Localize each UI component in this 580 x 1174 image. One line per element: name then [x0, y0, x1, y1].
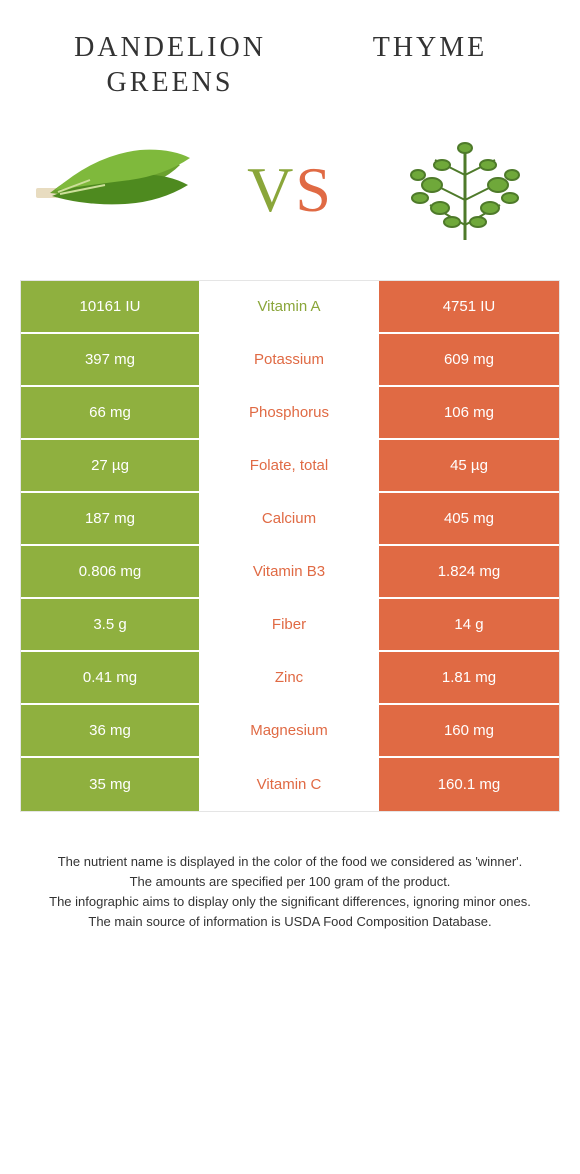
- vs-s: S: [295, 154, 333, 225]
- footer-note-line: The nutrient name is displayed in the co…: [30, 852, 550, 872]
- nutrient-label-cell: Phosphorus: [201, 387, 379, 438]
- nutrient-label: Folate, total: [250, 457, 328, 474]
- food-title-right: THYME: [330, 30, 530, 100]
- left-value-cell: 0.41 mg: [21, 652, 201, 703]
- nutrient-label: Phosphorus: [249, 404, 329, 421]
- right-value-cell: 160 mg: [379, 705, 559, 756]
- right-value-cell: 160.1 mg: [379, 758, 559, 811]
- table-row: 27 µg Folate, total 45 µg: [21, 440, 559, 493]
- header-titles: DANDELION GREENS THYME: [0, 0, 580, 120]
- table-row: 0.41 mg Zinc 1.81 mg: [21, 652, 559, 705]
- left-value-cell: 66 mg: [21, 387, 201, 438]
- nutrient-label: Magnesium: [250, 722, 328, 739]
- table-row: 10161 IU Vitamin A 4751 IU: [21, 281, 559, 334]
- left-value-cell: 187 mg: [21, 493, 201, 544]
- hero-row: VS: [0, 120, 580, 280]
- nutrient-label-cell: Folate, total: [201, 440, 379, 491]
- right-value-cell: 106 mg: [379, 387, 559, 438]
- footer-note-line: The amounts are specified per 100 gram o…: [30, 872, 550, 892]
- left-value-cell: 36 mg: [21, 705, 201, 756]
- vs-label: VS: [247, 153, 333, 227]
- left-value-cell: 3.5 g: [21, 599, 201, 650]
- nutrient-label: Fiber: [272, 616, 306, 633]
- right-value-cell: 609 mg: [379, 334, 559, 385]
- footer-note-line: The infographic aims to display only the…: [30, 892, 550, 912]
- nutrient-label: Potassium: [254, 351, 324, 368]
- left-value-cell: 27 µg: [21, 440, 201, 491]
- comparison-table: 10161 IU Vitamin A 4751 IU 397 mg Potassium 6…: [20, 280, 560, 812]
- nutrient-label: Vitamin B3: [253, 563, 325, 580]
- left-value-cell: 10161 IU: [21, 281, 201, 332]
- nutrient-label-cell: Potassium: [201, 334, 379, 385]
- vs-v: V: [247, 154, 295, 225]
- table-row: 35 mg Vitamin C 160.1 mg: [21, 758, 559, 811]
- footer-notes: The nutrient name is displayed in the co…: [0, 812, 580, 933]
- nutrient-label: Vitamin C: [257, 776, 322, 793]
- table-row: 3.5 g Fiber 14 g: [21, 599, 559, 652]
- left-value-cell: 35 mg: [21, 758, 201, 811]
- infographic-container: DANDELION GREENS THYME VS: [0, 0, 580, 933]
- nutrient-label-cell: Vitamin A: [201, 281, 379, 332]
- right-value-cell: 405 mg: [379, 493, 559, 544]
- right-value-cell: 14 g: [379, 599, 559, 650]
- nutrient-label-cell: Vitamin C: [201, 758, 379, 811]
- table-row: 187 mg Calcium 405 mg: [21, 493, 559, 546]
- nutrient-label-cell: Magnesium: [201, 705, 379, 756]
- right-value-cell: 4751 IU: [379, 281, 559, 332]
- nutrient-label-cell: Calcium: [201, 493, 379, 544]
- footer-note-line: The main source of information is USDA F…: [30, 912, 550, 932]
- right-value-cell: 1.81 mg: [379, 652, 559, 703]
- right-value-cell: 45 µg: [379, 440, 559, 491]
- table-row: 66 mg Phosphorus 106 mg: [21, 387, 559, 440]
- nutrient-label: Zinc: [275, 669, 303, 686]
- table-row: 397 mg Potassium 609 mg: [21, 334, 559, 387]
- nutrient-label: Calcium: [262, 510, 316, 527]
- table-row: 36 mg Magnesium 160 mg: [21, 705, 559, 758]
- left-value-cell: 397 mg: [21, 334, 201, 385]
- dandelion-greens-image: [30, 130, 200, 250]
- nutrient-label-cell: Zinc: [201, 652, 379, 703]
- nutrient-label-cell: Vitamin B3: [201, 546, 379, 597]
- left-value-cell: 0.806 mg: [21, 546, 201, 597]
- nutrient-label-cell: Fiber: [201, 599, 379, 650]
- nutrient-label: Vitamin A: [257, 298, 320, 315]
- food-title-left: DANDELION GREENS: [50, 30, 290, 100]
- table-row: 0.806 mg Vitamin B3 1.824 mg: [21, 546, 559, 599]
- right-value-cell: 1.824 mg: [379, 546, 559, 597]
- thyme-image: [380, 130, 550, 250]
